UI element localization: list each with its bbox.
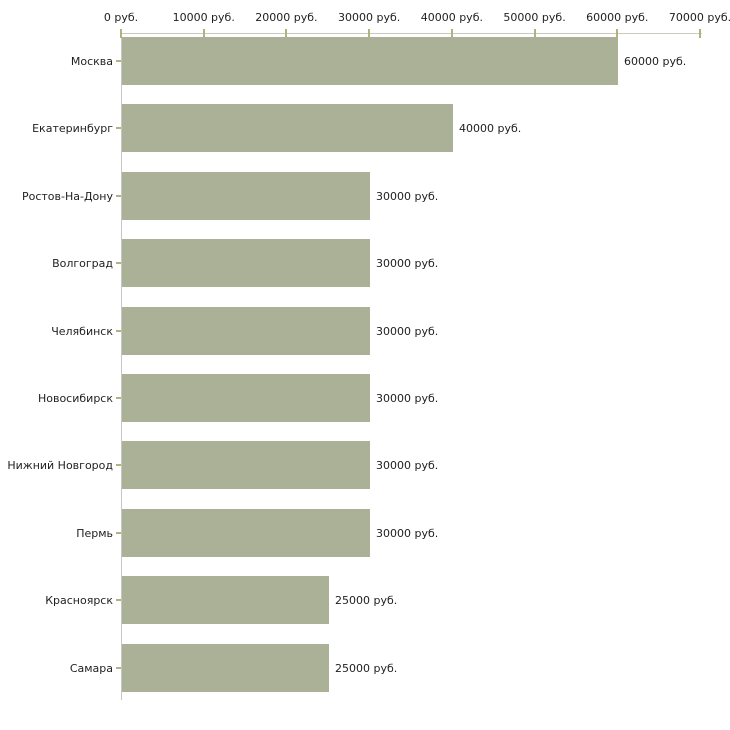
- value-label: 60000 руб.: [624, 54, 687, 68]
- value-label: 30000 руб.: [376, 458, 439, 472]
- x-tick-label: 60000 руб.: [586, 11, 649, 24]
- value-label: 30000 руб.: [376, 526, 439, 540]
- x-tick-mark: [120, 29, 122, 38]
- y-tick-mark: [116, 397, 121, 399]
- value-label: 40000 руб.: [459, 121, 522, 135]
- value-label: 30000 руб.: [376, 391, 439, 405]
- x-tick-mark: [450, 29, 453, 38]
- category-label: Самара: [69, 661, 113, 675]
- y-tick-mark: [116, 127, 121, 129]
- x-tick-label: 30000 руб.: [338, 11, 401, 24]
- category-label: Челябинск: [51, 324, 113, 338]
- x-axis-line: [121, 33, 702, 34]
- bar: [122, 576, 329, 624]
- y-tick-mark: [116, 195, 121, 197]
- x-tick-mark: [202, 29, 205, 38]
- x-tick-mark: [533, 29, 536, 38]
- x-tick-mark: [616, 29, 619, 38]
- bar: [122, 509, 370, 557]
- category-label: Волгоград: [52, 256, 113, 270]
- y-tick-mark: [116, 60, 121, 62]
- x-tick-label: 40000 руб.: [420, 11, 483, 24]
- bar: [122, 37, 618, 85]
- y-tick-mark: [116, 667, 121, 669]
- y-tick-mark: [116, 262, 121, 264]
- value-label: 25000 руб.: [335, 593, 398, 607]
- bar: [122, 104, 453, 152]
- x-tick-label: 10000 руб.: [172, 11, 235, 24]
- value-label: 25000 руб.: [335, 661, 398, 675]
- category-label: Нижний Новгород: [7, 458, 113, 472]
- bar: [122, 644, 329, 692]
- category-label: Екатеринбург: [32, 121, 113, 135]
- x-tick-label: 20000 руб.: [255, 11, 318, 24]
- value-label: 30000 руб.: [376, 189, 439, 203]
- y-tick-mark: [116, 330, 121, 332]
- category-label: Новосибирск: [37, 391, 113, 405]
- y-tick-mark: [116, 599, 121, 601]
- bar: [122, 239, 370, 287]
- value-label: 30000 руб.: [376, 256, 439, 270]
- y-tick-mark: [116, 464, 121, 466]
- bar: [122, 172, 370, 220]
- category-label: Ростов-На-Дону: [21, 189, 113, 203]
- x-tick-mark: [285, 29, 288, 38]
- x-tick-label: 50000 руб.: [503, 11, 566, 24]
- value-label: 30000 руб.: [376, 324, 439, 338]
- category-label: Москва: [70, 54, 113, 68]
- y-axis-line: [121, 33, 122, 700]
- bar: [122, 441, 370, 489]
- x-tick-mark: [368, 29, 371, 38]
- y-tick-mark: [116, 532, 121, 534]
- bar: [122, 374, 370, 422]
- x-tick-mark: [699, 29, 701, 38]
- bar: [122, 307, 370, 355]
- category-label: Пермь: [76, 526, 113, 540]
- category-label: Красноярск: [45, 593, 113, 607]
- x-tick-label: 70000 руб.: [668, 11, 730, 24]
- x-tick-label: 0 руб.: [103, 11, 139, 24]
